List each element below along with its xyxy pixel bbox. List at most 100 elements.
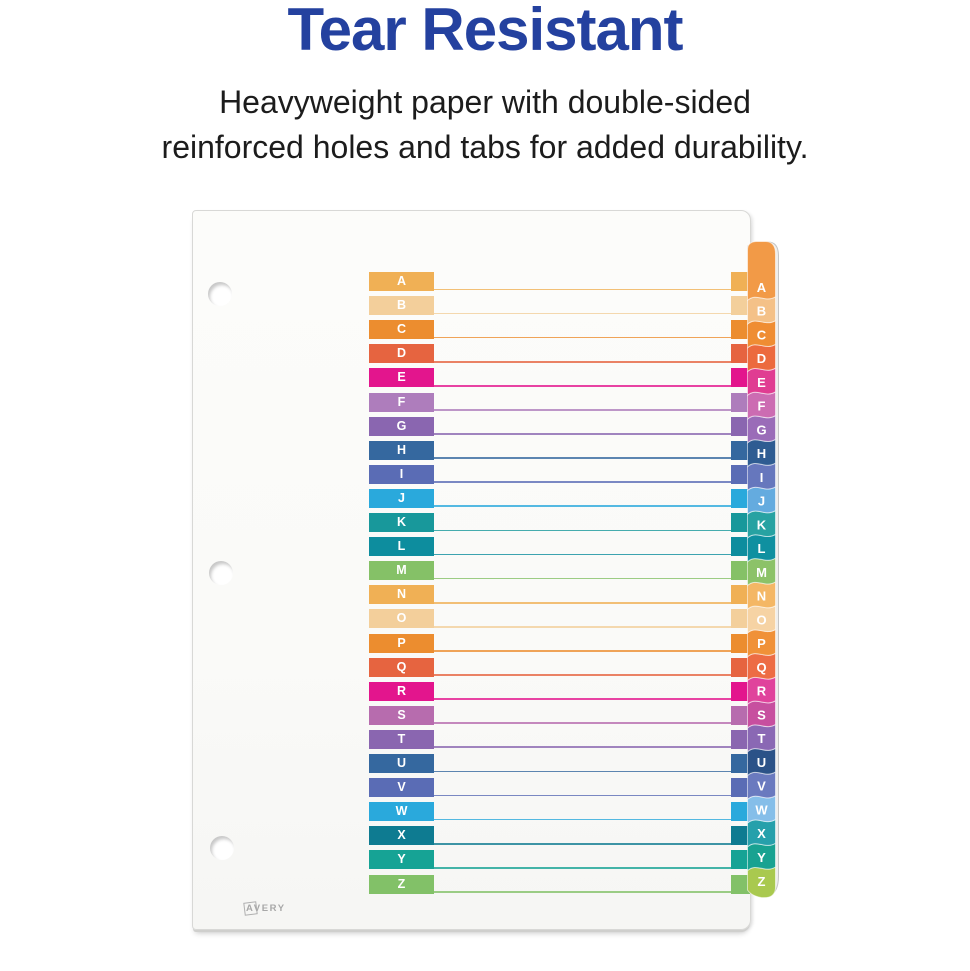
row-letter-label: Y	[369, 850, 434, 870]
tab-letter: B	[757, 304, 766, 319]
tab-letter: Z	[758, 874, 766, 889]
tab-letter: A	[757, 280, 767, 295]
row-leader-line	[434, 625, 731, 628]
tab-letter: P	[757, 636, 766, 651]
index-row: B	[193, 296, 750, 316]
row-letter-label: S	[369, 705, 434, 725]
tab-letter: O	[756, 612, 766, 627]
row-leader-line	[434, 553, 731, 556]
row-letter-label: H	[369, 440, 434, 460]
row-leader-line	[434, 842, 731, 845]
hole-punch-bottom	[210, 836, 234, 860]
row-leader-line	[434, 601, 731, 604]
tab-letter: W	[755, 802, 768, 817]
row-end-block	[731, 440, 750, 460]
hole-punch-top	[208, 282, 232, 306]
row-letter-label: T	[369, 729, 434, 749]
row-leader-line	[434, 312, 731, 315]
index-row: S	[193, 705, 750, 725]
row-leader-line	[434, 746, 731, 749]
tab-letter: K	[757, 517, 767, 532]
tab-letter: H	[757, 446, 766, 461]
row-letter-label: J	[369, 488, 434, 508]
tab-letter: V	[757, 779, 766, 794]
row-letter-label: I	[369, 464, 434, 484]
row-leader-line	[434, 409, 731, 411]
index-row: W	[193, 802, 750, 822]
row-letter-label: V	[369, 778, 434, 798]
subheadline-line-2: reinforced holes and tabs for added dura…	[161, 129, 809, 165]
row-end-block	[731, 826, 750, 846]
tab-letter: N	[757, 589, 766, 604]
row-leader-line	[434, 770, 731, 773]
row-letter-label: U	[369, 754, 434, 773]
row-end-block	[731, 850, 750, 870]
tab-letter: S	[757, 707, 766, 722]
row-end-block	[731, 657, 750, 677]
row-end-block	[731, 488, 750, 508]
row-leader-line	[434, 505, 731, 508]
row-letter-label: E	[369, 368, 434, 388]
row-end-block	[731, 729, 750, 749]
row-end-block	[731, 609, 750, 629]
row-letter-label: A	[369, 272, 434, 291]
row-letter-label: Z	[369, 874, 434, 894]
row-letter-label: P	[369, 633, 434, 653]
index-row: K	[193, 513, 750, 532]
tab-letter: R	[757, 684, 767, 699]
tab-letter: I	[760, 470, 764, 485]
row-letter-label: M	[369, 561, 434, 581]
row-letter-label: D	[369, 344, 434, 364]
index-row: P	[193, 633, 750, 653]
row-letter-label: R	[369, 681, 434, 701]
row-end-block	[731, 681, 750, 701]
tab-letter: F	[758, 399, 766, 414]
row-end-block	[731, 320, 750, 340]
tab-letter: D	[757, 351, 766, 366]
index-row: J	[193, 488, 750, 508]
hole-punch-middle	[209, 561, 233, 585]
index-row: M	[193, 561, 750, 581]
row-letter-label: F	[369, 392, 434, 412]
row-end-block	[731, 778, 750, 798]
index-row: U	[193, 754, 750, 773]
index-row: Y	[193, 850, 750, 870]
avery-logo: AVERY	[243, 901, 306, 918]
row-end-block	[731, 296, 750, 316]
row-leader-line	[434, 384, 731, 387]
tab-letter: Q	[756, 660, 766, 675]
row-end-block	[731, 802, 750, 822]
row-letter-label: K	[369, 513, 434, 532]
index-row: O	[193, 609, 750, 629]
index-row: Q	[193, 657, 750, 677]
row-leader-line	[434, 433, 731, 435]
row-letter-label: X	[369, 826, 434, 846]
row-leader-line	[434, 794, 731, 797]
row-end-block	[731, 464, 750, 484]
index-row: R	[193, 681, 750, 701]
row-leader-line	[434, 674, 731, 676]
subheadline: Heavyweight paper with double-sided rein…	[0, 80, 970, 170]
row-leader-line	[434, 698, 731, 700]
tab-letter: J	[758, 494, 765, 509]
index-row: V	[193, 778, 750, 798]
row-letter-label: C	[369, 320, 434, 340]
row-leader-line	[434, 818, 731, 821]
index-row: X	[193, 826, 750, 846]
row-leader-line	[434, 288, 731, 291]
index-row: N	[193, 585, 750, 605]
tab-letter: Y	[757, 850, 766, 865]
index-row: L	[193, 537, 750, 557]
avery-logo-text: AVERY	[246, 903, 286, 914]
tab-letter: L	[758, 541, 766, 556]
row-end-block	[731, 561, 750, 581]
row-leader-line	[434, 457, 731, 459]
row-leader-line	[434, 360, 731, 363]
index-row: E	[193, 368, 750, 388]
index-row: F	[193, 392, 750, 412]
row-end-block	[731, 513, 750, 532]
index-row: T	[193, 729, 750, 749]
tab-letter: U	[757, 755, 766, 770]
tab-letter: G	[756, 422, 766, 437]
